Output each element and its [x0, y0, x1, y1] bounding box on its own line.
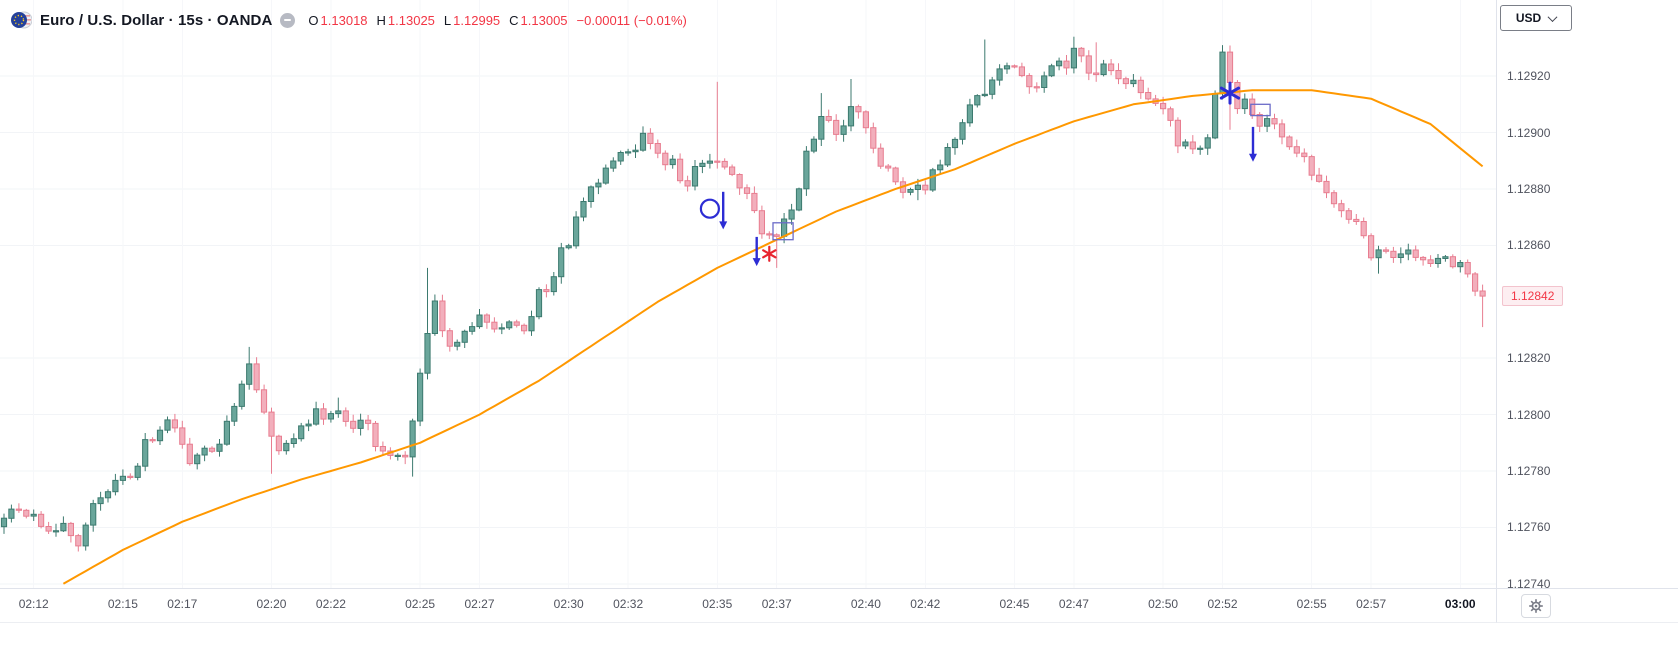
- change-value: −0.00011 (−0.01%): [576, 12, 687, 28]
- gear-icon: [1529, 599, 1543, 613]
- exit-arrow-2[interactable]: [1248, 126, 1257, 162]
- price-chart-pane[interactable]: Euro / U.S. Dollar · 15s · OANDA O 1.1301…: [0, 0, 1496, 588]
- low-label: L: [443, 12, 452, 28]
- entry-arrow[interactable]: [719, 191, 728, 230]
- time-axis-label: 02:15: [107, 597, 138, 611]
- close-label: C: [509, 12, 519, 28]
- entry-circle[interactable]: [699, 198, 721, 219]
- time-axis-label: 02:20: [256, 597, 287, 611]
- time-axis[interactable]: 02:12 02:15 02:17 02:20 02:22 02:25 02:27 02:30…: [0, 588, 1496, 623]
- signal-asterisk[interactable]: [1219, 81, 1241, 105]
- last-price-badge: 1.12842: [1502, 286, 1564, 307]
- price-axis-label: 1.12860: [1507, 238, 1551, 253]
- time-axis-label: 02:42: [910, 597, 941, 611]
- time-axis-label: 02:55: [1296, 597, 1327, 611]
- grid: [0, 75, 1496, 585]
- price-axis-label: 1.12880: [1507, 181, 1551, 196]
- price-axis-label: 1.12900: [1507, 125, 1551, 140]
- time-axis-label: 02:57: [1356, 597, 1387, 611]
- time-axis-label: 02:27: [464, 597, 495, 611]
- time-axis-label: 02:22: [315, 597, 346, 611]
- price-axis-label: 1.12740: [1507, 576, 1551, 591]
- signal-box-2[interactable]: [1250, 103, 1271, 117]
- time-axis-label: 02:12: [18, 597, 49, 611]
- time-axis-label: 02:37: [761, 597, 792, 611]
- symbol-logo-icon[interactable]: [10, 9, 32, 31]
- time-axis-label: 02:47: [1058, 597, 1089, 611]
- exit-arrow-1[interactable]: [752, 236, 761, 267]
- time-axis-label: 02:40: [850, 597, 881, 611]
- source-toggle-icon[interactable]: [280, 12, 296, 28]
- drawings-layer: [699, 81, 1271, 267]
- ma-line: [62, 89, 1484, 585]
- open-value: 1.13018: [320, 12, 368, 28]
- symbol-title[interactable]: Euro / U.S. Dollar · 15s · OANDA: [40, 11, 273, 29]
- loss-asterisk[interactable]: [762, 245, 777, 262]
- currency-toggle-button[interactable]: USD: [1500, 5, 1572, 31]
- currency-label: USD: [1515, 11, 1542, 25]
- high-value: 1.13025: [387, 12, 435, 28]
- axis-settings-button[interactable]: [1521, 594, 1551, 618]
- time-axis-label: 03:00: [1444, 597, 1476, 611]
- time-axis-label: 02:35: [702, 597, 733, 611]
- time-axis-label: 02:30: [553, 597, 584, 611]
- price-axis-label: 1.12780: [1507, 463, 1551, 478]
- legend: Euro / U.S. Dollar · 15s · OANDA O 1.1301…: [10, 9, 687, 31]
- signal-box-1[interactable]: [772, 222, 794, 241]
- price-axis-label: 1.12820: [1507, 351, 1551, 366]
- price-axis-label: 1.12800: [1507, 407, 1551, 422]
- axis-corner: [1496, 588, 1678, 623]
- chart-canvas[interactable]: [0, 0, 1496, 588]
- price-axis-label: 1.12760: [1507, 520, 1551, 535]
- high-label: H: [376, 12, 386, 28]
- time-axis-label: 02:32: [613, 597, 644, 611]
- low-value: 1.12995: [453, 12, 501, 28]
- chevron-down-icon: [1547, 11, 1558, 22]
- time-axis-label: 02:50: [1148, 597, 1179, 611]
- ohlc-readout: O 1.13018 H 1.13025 L 1.12995 C 1.13005 −0.0…: [308, 13, 686, 28]
- open-label: O: [308, 12, 319, 28]
- time-axis-label: 02:45: [999, 597, 1030, 611]
- close-value: 1.13005: [520, 12, 568, 28]
- candles-layer: [0, 36, 1486, 552]
- time-axis-label: 02:17: [167, 597, 198, 611]
- price-axis-label: 1.12920: [1507, 69, 1551, 84]
- time-axis-label: 02:52: [1207, 597, 1238, 611]
- time-axis-label: 02:25: [405, 597, 436, 611]
- price-axis[interactable]: USD 1.12920 1.12900 1.12880 1.12860 1.12820 1…: [1496, 0, 1678, 591]
